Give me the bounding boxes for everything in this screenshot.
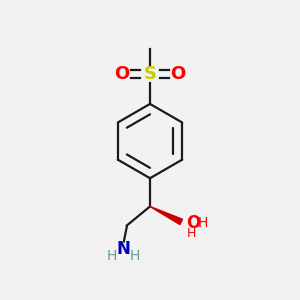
Text: N: N <box>117 240 131 258</box>
Text: H: H <box>198 216 208 230</box>
Text: O: O <box>114 65 129 83</box>
Text: H: H <box>130 248 140 262</box>
Text: S: S <box>143 65 157 83</box>
Text: H: H <box>106 248 116 262</box>
Text: O: O <box>187 214 201 232</box>
Text: O: O <box>171 65 186 83</box>
Polygon shape <box>150 206 182 225</box>
Text: H: H <box>187 227 196 240</box>
